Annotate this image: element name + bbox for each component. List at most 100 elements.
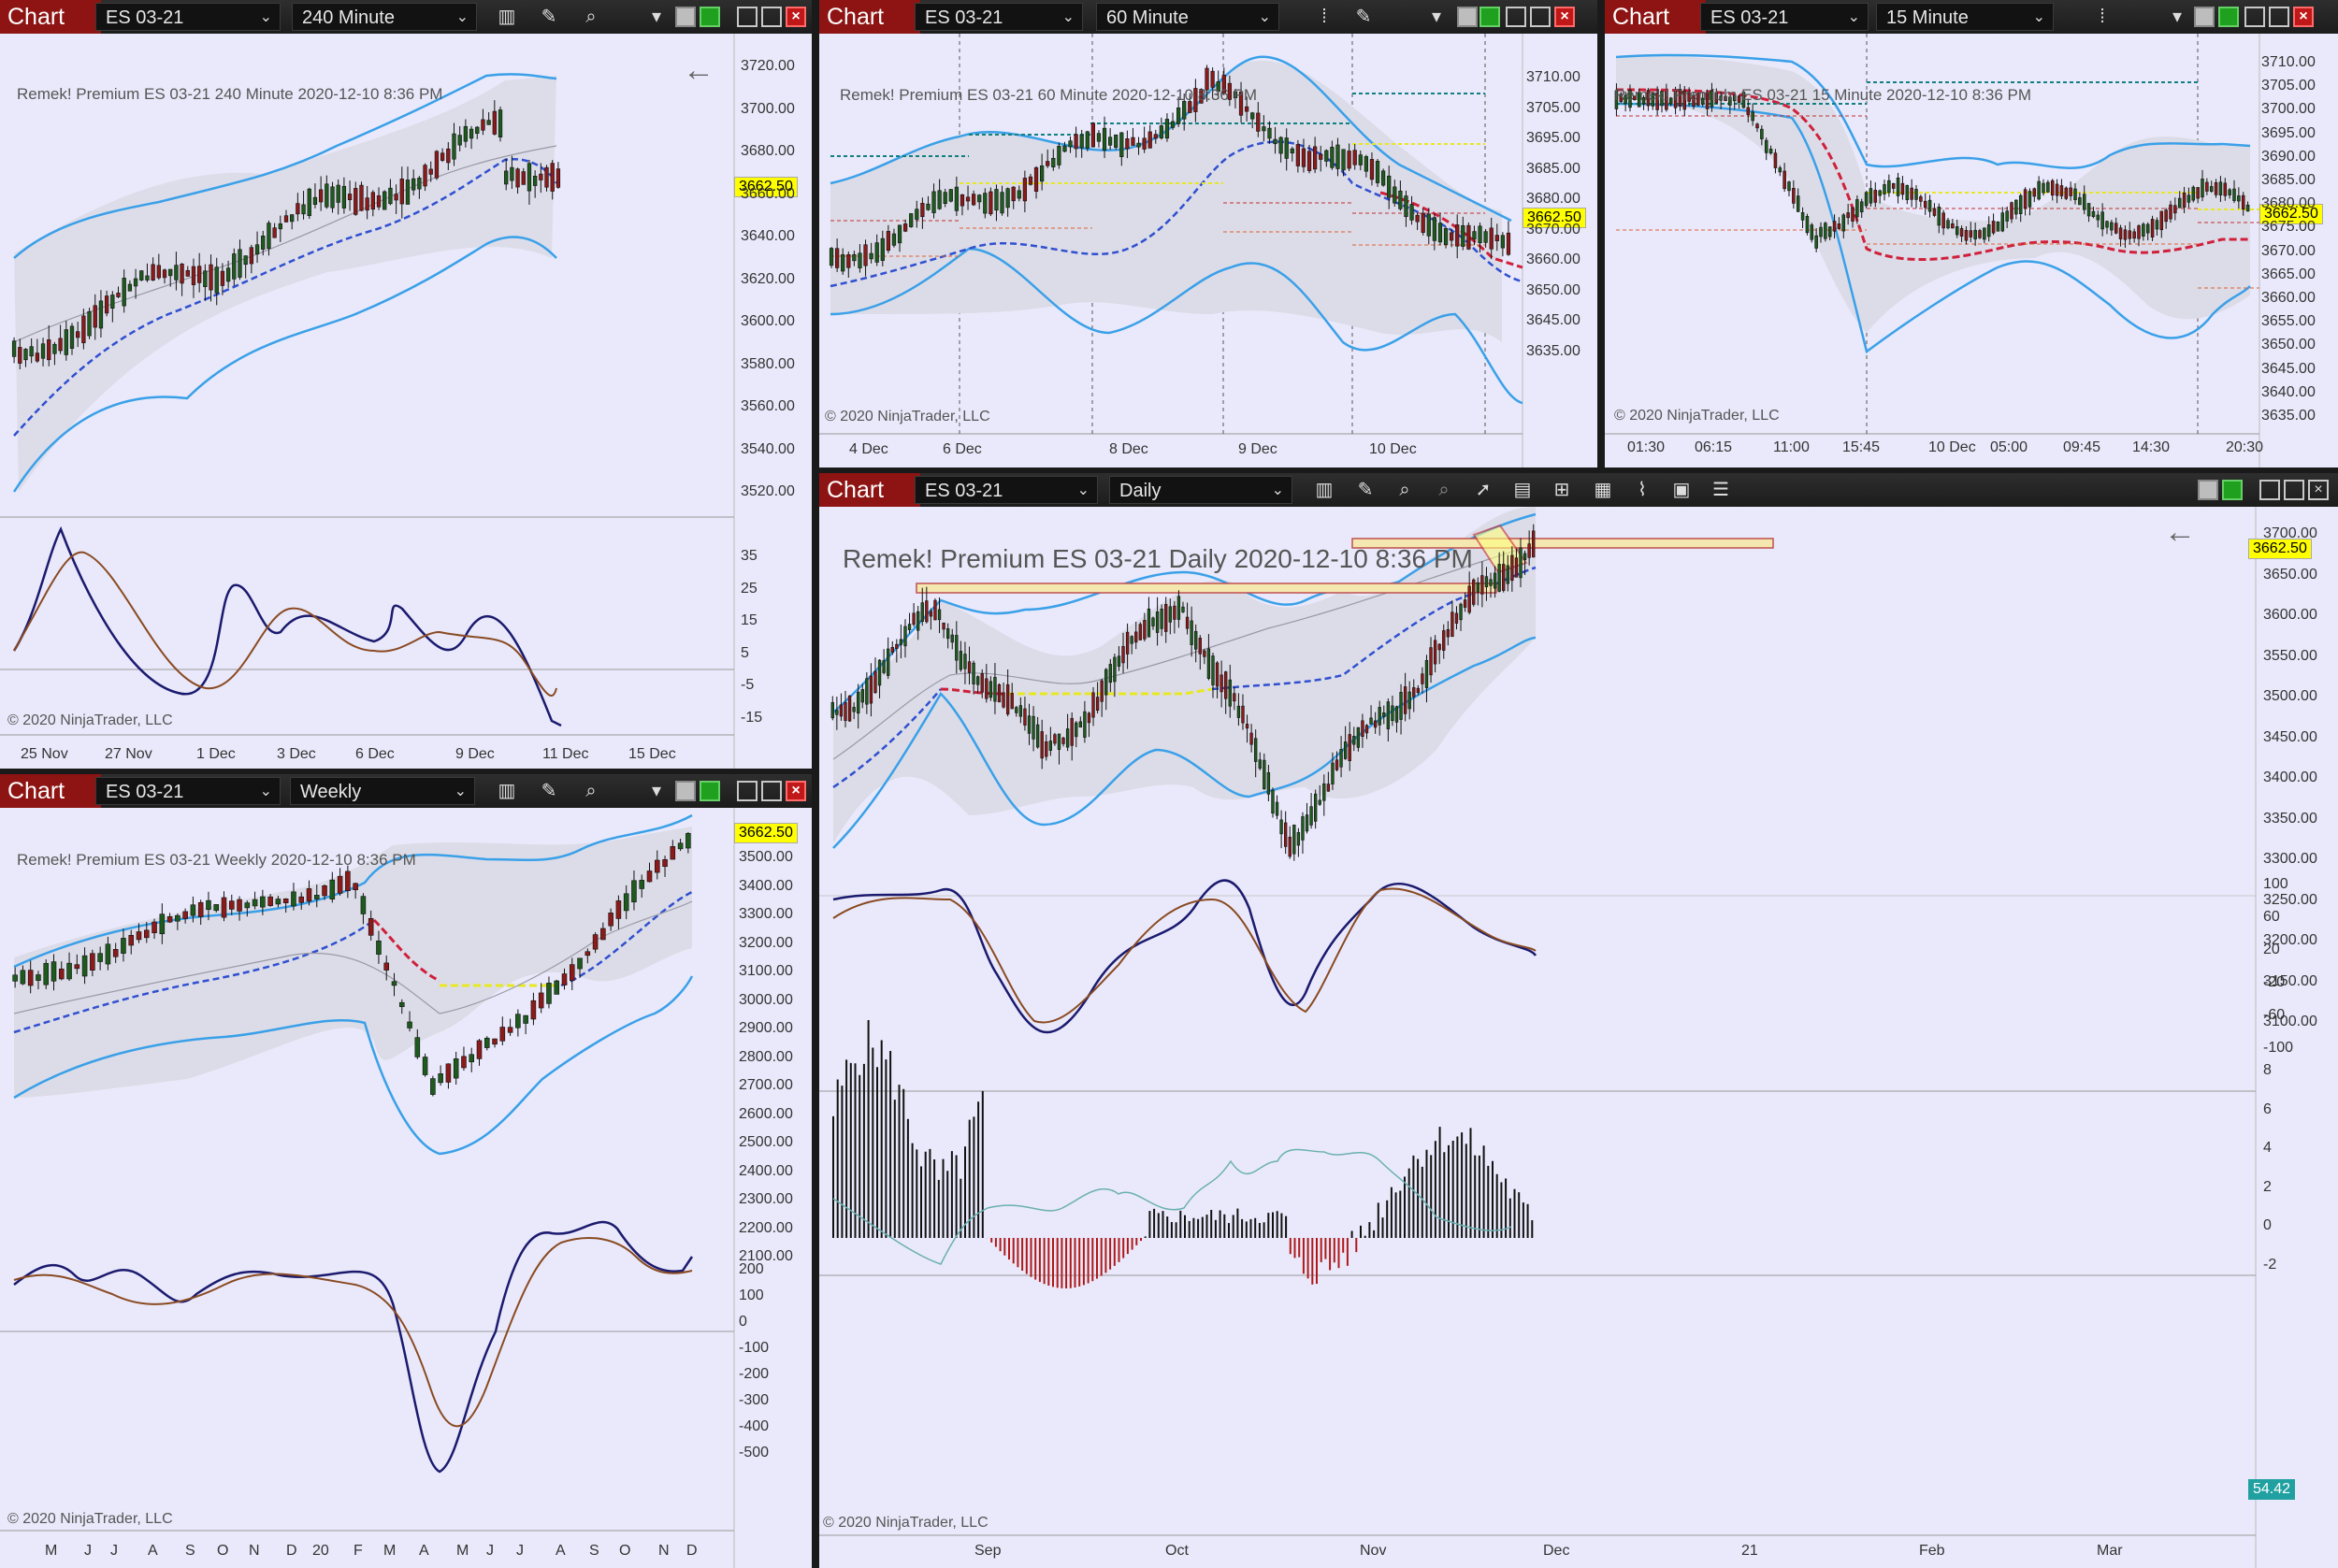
window-maximize-icon[interactable] [761, 781, 782, 801]
axis-tick-label: M [45, 1543, 58, 1559]
candle-body [1331, 762, 1335, 784]
bars-icon[interactable]: ▥ [498, 781, 516, 801]
arrow-cursor-icon[interactable]: ➚ [1475, 480, 1492, 500]
axis-tick-label: 3675.00 [2261, 219, 2316, 236]
zoom-icon[interactable]: ⌕ [585, 7, 597, 27]
axis-tick-label: 8 [2263, 1062, 2272, 1078]
close-icon[interactable]: × [1554, 7, 1575, 27]
chart-area[interactable]: Remek! Premium ES 03-21 60 Minute 2020-1… [819, 34, 1597, 468]
chart-menu-button[interactable]: Chart [819, 473, 920, 507]
window-minimize-icon[interactable] [1506, 7, 1526, 27]
candle-body [2123, 229, 2128, 240]
chart-area[interactable]: Remek! Premium ES 03-21 Daily 2020-12-10… [819, 507, 2338, 1568]
candle-body [523, 1014, 528, 1024]
chart-area[interactable]: Remek! Premium ES 03-21 15 Minute 2020-1… [1605, 34, 2338, 468]
candle-body [110, 295, 115, 309]
chevron-down-icon[interactable]: ▾ [651, 7, 662, 27]
interval-selector[interactable]: Daily ⌄ [1109, 476, 1292, 504]
bars-icon[interactable]: ▥ [1315, 480, 1334, 500]
candle-body [282, 899, 289, 903]
candle-body [1668, 97, 1673, 105]
candle-body [2209, 186, 2214, 192]
interval-selector[interactable]: 60 Minute ⌄ [1096, 3, 1279, 31]
window-link-icon[interactable] [1479, 7, 1500, 27]
bars-icon[interactable]: ▥ [498, 7, 516, 27]
zoom-icon[interactable]: ⌕ [1399, 480, 1410, 500]
properties-icon[interactable]: ☰ [1712, 480, 1729, 500]
chart-area[interactable]: Remek! Premium ES 03-21 240 Minute 2020-… [0, 34, 812, 769]
chevron-down-icon[interactable]: ▾ [2172, 7, 2183, 27]
back-arrow-icon[interactable]: ← [2164, 514, 2196, 550]
window-tile-icon[interactable] [2198, 480, 2218, 500]
window-minimize-icon[interactable] [2244, 7, 2265, 27]
chart-style-icon[interactable]: ⊞ [1553, 480, 1570, 500]
candle-body [1514, 557, 1519, 578]
candle-body [1978, 230, 1982, 238]
instrument-selector[interactable]: ES 03-21 ⌄ [95, 3, 281, 31]
instrument-selector[interactable]: ES 03-21 ⌄ [95, 777, 281, 805]
candle-body [1244, 106, 1249, 112]
axis-tick-label: 2600.00 [739, 1105, 793, 1122]
window-maximize-icon[interactable] [761, 7, 782, 27]
close-icon[interactable]: × [786, 7, 806, 27]
instrument-selector[interactable]: ES 03-21 ⌄ [915, 3, 1083, 31]
interval-selector[interactable]: Weekly ⌄ [290, 777, 475, 805]
candle-body [1074, 134, 1078, 150]
pencil-icon[interactable]: ✎ [1355, 7, 1372, 27]
templates-icon[interactable]: ▣ [1672, 480, 1691, 500]
candle-body [1343, 741, 1348, 759]
chart-menu-button[interactable]: Chart [819, 0, 920, 34]
interval-selector[interactable]: 240 Minute ⌄ [292, 3, 477, 31]
interval-selector[interactable]: 15 Minute ⌄ [1876, 3, 2054, 31]
window-maximize-icon[interactable] [2269, 7, 2289, 27]
candle-body [515, 1014, 521, 1029]
window-link-icon[interactable] [2222, 480, 2243, 500]
instrument-selector[interactable]: ES 03-21 ⌄ [915, 476, 1098, 504]
candle-body [1065, 728, 1070, 748]
bars-icon[interactable]: ⁞ [2100, 7, 2105, 27]
pencil-icon[interactable]: ✎ [541, 781, 557, 801]
chart-menu-button[interactable]: Chart [0, 774, 101, 808]
window-tile-icon[interactable] [675, 7, 696, 27]
window-tile-icon[interactable] [2194, 7, 2215, 27]
pencil-icon[interactable]: ✎ [1357, 480, 1374, 500]
window-link-icon[interactable] [2218, 7, 2239, 27]
pencil-icon[interactable]: ✎ [541, 7, 557, 27]
candle-body [1682, 90, 1687, 110]
candle-body [1341, 149, 1346, 171]
candle-body [1532, 530, 1536, 558]
zoom-out-icon[interactable]: ⌕ [1438, 480, 1450, 500]
chart-menu-button[interactable]: Chart [1605, 0, 1706, 34]
bars-icon[interactable]: ⁞ [1321, 7, 1327, 27]
chart-menu-button[interactable]: Chart [0, 0, 101, 34]
window-maximize-icon[interactable] [1530, 7, 1551, 27]
candle-body [122, 278, 126, 307]
indicators-icon[interactable]: ▦ [1594, 480, 1612, 500]
data-box-icon[interactable]: ▤ [1513, 480, 1532, 500]
candle-body [291, 891, 296, 907]
window-minimize-icon[interactable] [2259, 480, 2280, 500]
window-maximize-icon[interactable] [2284, 480, 2304, 500]
candle-body [1005, 683, 1010, 715]
chevron-down-icon[interactable]: ▾ [1431, 7, 1442, 27]
instrument-selector[interactable]: ES 03-21 ⌄ [1700, 3, 1869, 31]
close-icon[interactable]: × [786, 781, 806, 801]
window-link-icon[interactable] [700, 7, 720, 27]
close-icon[interactable]: × [2293, 7, 2314, 27]
strategies-icon[interactable]: ⌇ [1638, 480, 1647, 500]
close-icon[interactable]: × [2308, 480, 2329, 500]
chevron-down-icon[interactable]: ▾ [651, 781, 662, 801]
candle-body [162, 269, 167, 279]
interval-value: 15 Minute [1886, 7, 1969, 28]
candle-body [434, 151, 440, 179]
window-tile-icon[interactable] [675, 781, 696, 801]
back-arrow-icon[interactable]: ← [683, 52, 714, 88]
zoom-icon[interactable]: ⌕ [585, 781, 597, 801]
window-minimize-icon[interactable] [737, 781, 758, 801]
axis-tick-label: D [686, 1543, 698, 1559]
candle-body [965, 196, 971, 202]
chart-area[interactable]: Remek! Premium ES 03-21 Weekly 2020-12-1… [0, 808, 812, 1568]
window-minimize-icon[interactable] [737, 7, 758, 27]
window-link-icon[interactable] [700, 781, 720, 801]
window-tile-icon[interactable] [1457, 7, 1478, 27]
